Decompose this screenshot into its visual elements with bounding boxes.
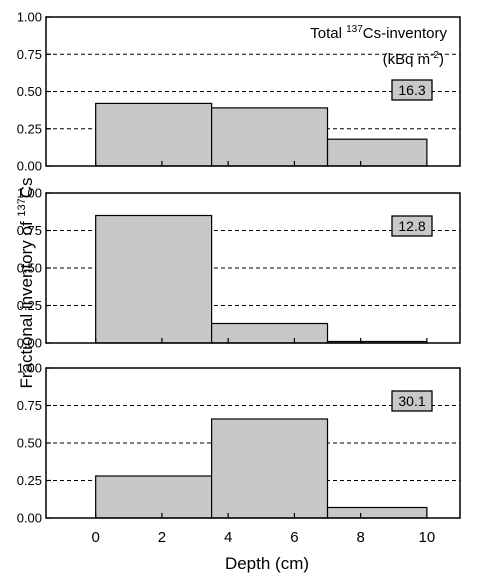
- x-tick-label: 4: [224, 529, 232, 546]
- y-axis-title-suffix: Cs: [17, 177, 36, 198]
- x-tick-label: 2: [158, 529, 166, 546]
- bar: [211, 418, 329, 519]
- inventory-badge-label: 16.3: [398, 82, 425, 98]
- bar: [326, 138, 428, 167]
- y-tick-label: 0.25: [17, 473, 42, 488]
- y-tick-label: 0.50: [17, 84, 42, 99]
- chart-panels: 0.00 0.25 0.50 0.75 1.00 16.3 0.00 0.25 0.50 0.75…: [17, 10, 461, 546]
- bar: [95, 475, 213, 519]
- y-axis-title-sup: 137: [16, 198, 28, 216]
- y-tick-label: 0.75: [17, 223, 42, 238]
- bar: [326, 506, 428, 519]
- y-tick-label: 0.75: [17, 398, 42, 413]
- panel-3: 0.00 0.25 0.50 0.75 1.00 30.1: [17, 361, 461, 526]
- legend-unit-prefix: (kBq m: [383, 51, 431, 68]
- legend-prefix: Total: [310, 25, 346, 42]
- bar: [211, 322, 329, 344]
- y-tick-label: 0.50: [17, 261, 42, 276]
- x-axis-title: Depth (cm): [225, 554, 309, 573]
- inventory-badge: [391, 79, 433, 101]
- y-tick-label: 0.00: [17, 336, 42, 351]
- bar: [95, 102, 213, 167]
- legend-title-line2: (kBq m-2): [383, 50, 444, 68]
- x-tick-label: 10: [419, 529, 436, 546]
- legend-title: Total 137Cs-inventory (kBq m-2): [310, 24, 447, 68]
- legend-sup: 137: [346, 24, 363, 35]
- x-tick-label: 8: [356, 529, 364, 546]
- inventory-badge-label: 12.8: [398, 218, 425, 234]
- y-tick-label: 1.00: [17, 361, 42, 376]
- y-tick-label: 0.25: [17, 121, 42, 136]
- y-axis-title: Fractional inventory of 137Cs: [16, 177, 36, 388]
- inventory-badge-label: 30.1: [398, 393, 425, 409]
- y-axis-title-prefix: Fractional inventory of: [17, 217, 36, 389]
- y-tick-label: 1.00: [17, 10, 42, 25]
- inventory-badge: [391, 390, 433, 412]
- legend-title-line1: Total 137Cs-inventory: [310, 24, 447, 42]
- bar: [95, 214, 213, 344]
- x-tick-label: 0: [92, 529, 100, 546]
- y-tick-label: 0.25: [17, 298, 42, 313]
- y-tick-label: 1.00: [17, 186, 42, 201]
- legend-suffix: Cs-inventory: [363, 25, 448, 42]
- x-tick-label: 6: [290, 529, 298, 546]
- legend-unit-sup: -2: [430, 50, 439, 61]
- panel-2: 0.00 0.25 0.50 0.75 1.00 12.8: [17, 186, 461, 351]
- x-tick-labels: 0 2 4 6 8 10: [92, 529, 436, 546]
- y-tick-label: 0.75: [17, 47, 42, 62]
- inventory-badge: [391, 215, 433, 237]
- legend-unit-suffix: ): [439, 51, 444, 68]
- panel-1: 0.00 0.25 0.50 0.75 1.00 16.3: [17, 10, 461, 174]
- y-tick-label: 0.00: [17, 511, 42, 526]
- y-tick-label: 0.50: [17, 436, 42, 451]
- bar: [211, 107, 329, 167]
- y-tick-label: 0.00: [17, 159, 42, 174]
